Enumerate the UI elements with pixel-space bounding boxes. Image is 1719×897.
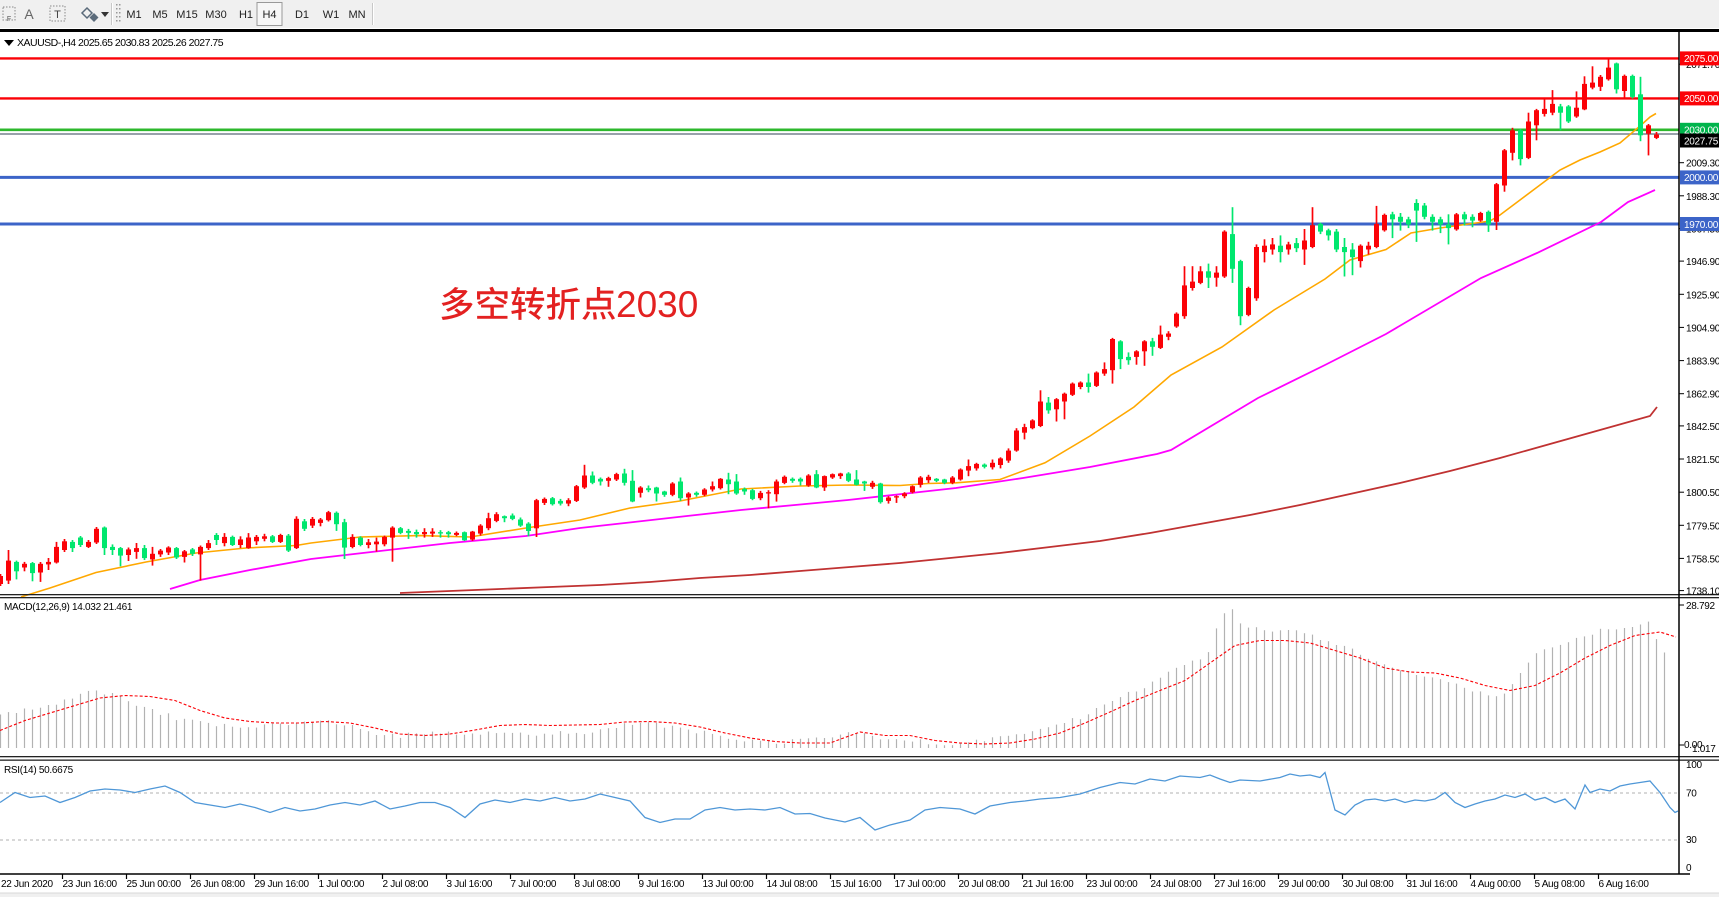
svg-text:2009.30: 2009.30 bbox=[1686, 159, 1719, 170]
svg-text:2030.00: 2030.00 bbox=[1684, 126, 1719, 137]
svg-text:3 Jul 16:00: 3 Jul 16:00 bbox=[447, 879, 493, 890]
svg-text:1 Jul 00:00: 1 Jul 00:00 bbox=[319, 879, 365, 890]
svg-text:0: 0 bbox=[1686, 863, 1692, 874]
svg-text:RSI(14) 50.6675: RSI(14) 50.6675 bbox=[4, 765, 74, 776]
svg-text:1883.90: 1883.90 bbox=[1686, 357, 1719, 368]
svg-text:2071.70: 2071.70 bbox=[1686, 60, 1719, 71]
svg-text:26 Jun 08:00: 26 Jun 08:00 bbox=[191, 879, 246, 890]
svg-text:30 Jul 08:00: 30 Jul 08:00 bbox=[1343, 879, 1395, 890]
svg-text:1758.50: 1758.50 bbox=[1686, 554, 1719, 565]
svg-text:7 Jul 00:00: 7 Jul 00:00 bbox=[511, 879, 557, 890]
svg-text:2030: 2030 bbox=[616, 284, 698, 325]
svg-text:2075.00: 2075.00 bbox=[1684, 54, 1719, 65]
svg-text:MN: MN bbox=[348, 9, 365, 21]
svg-text:1842.50: 1842.50 bbox=[1686, 422, 1719, 433]
svg-text:T: T bbox=[54, 9, 61, 21]
svg-text:21 Jul 16:00: 21 Jul 16:00 bbox=[1023, 879, 1075, 890]
svg-text:70: 70 bbox=[1686, 789, 1697, 800]
svg-text:1862.90: 1862.90 bbox=[1686, 390, 1719, 401]
svg-text:1.017: 1.017 bbox=[1692, 744, 1716, 755]
svg-text:F: F bbox=[7, 16, 11, 23]
svg-text:1970.00: 1970.00 bbox=[1684, 220, 1719, 231]
svg-text:6 Aug 16:00: 6 Aug 16:00 bbox=[1599, 879, 1650, 890]
svg-text:8 Jul 08:00: 8 Jul 08:00 bbox=[575, 879, 621, 890]
svg-text:M5: M5 bbox=[152, 9, 167, 21]
svg-text:20 Jul 08:00: 20 Jul 08:00 bbox=[959, 879, 1011, 890]
svg-text:W1: W1 bbox=[323, 9, 340, 21]
svg-text:M15: M15 bbox=[176, 9, 197, 21]
svg-text:1946.90: 1946.90 bbox=[1686, 257, 1719, 268]
svg-text:31 Jul 16:00: 31 Jul 16:00 bbox=[1407, 879, 1459, 890]
svg-text:1738.10: 1738.10 bbox=[1686, 587, 1719, 598]
svg-text:14 Jul 08:00: 14 Jul 08:00 bbox=[767, 879, 819, 890]
svg-text:23 Jul 00:00: 23 Jul 00:00 bbox=[1087, 879, 1139, 890]
svg-text:1925.90: 1925.90 bbox=[1686, 290, 1719, 301]
svg-text:28.792: 28.792 bbox=[1686, 601, 1716, 612]
svg-text:XAUUSD-,H4 2025.65 2030.83 20: XAUUSD-,H4 2025.65 2030.83 2025.26 2027.… bbox=[17, 37, 224, 49]
svg-text:1988.30: 1988.30 bbox=[1686, 192, 1719, 203]
svg-text:22 Jun 2020: 22 Jun 2020 bbox=[1, 879, 53, 890]
svg-text:0.00: 0.00 bbox=[1684, 740, 1703, 751]
svg-text:1800.50: 1800.50 bbox=[1686, 488, 1719, 499]
svg-text:H1: H1 bbox=[239, 9, 253, 21]
svg-text:H4: H4 bbox=[262, 9, 276, 21]
svg-text:27 Jul 16:00: 27 Jul 16:00 bbox=[1215, 879, 1267, 890]
svg-text:2027.75: 2027.75 bbox=[1684, 136, 1719, 147]
svg-text:13 Jul 00:00: 13 Jul 00:00 bbox=[703, 879, 755, 890]
svg-text:4 Aug 00:00: 4 Aug 00:00 bbox=[1471, 879, 1522, 890]
svg-text:25 Jun 00:00: 25 Jun 00:00 bbox=[127, 879, 182, 890]
svg-text:M30: M30 bbox=[205, 9, 226, 21]
svg-text:MACD(12,26,9) 14.032 21.461: MACD(12,26,9) 14.032 21.461 bbox=[4, 602, 133, 613]
svg-text:D1: D1 bbox=[295, 9, 309, 21]
svg-text:29 Jun 16:00: 29 Jun 16:00 bbox=[255, 879, 310, 890]
svg-text:100: 100 bbox=[1686, 760, 1703, 771]
svg-text:A: A bbox=[24, 6, 34, 22]
svg-text:1821.50: 1821.50 bbox=[1686, 455, 1719, 466]
svg-text:1904.90: 1904.90 bbox=[1686, 323, 1719, 334]
svg-text:30: 30 bbox=[1686, 835, 1697, 846]
svg-text:2000.00: 2000.00 bbox=[1684, 173, 1719, 184]
svg-text:2050.00: 2050.00 bbox=[1684, 94, 1719, 105]
svg-text:29 Jul 00:00: 29 Jul 00:00 bbox=[1279, 879, 1331, 890]
svg-text:23 Jun 16:00: 23 Jun 16:00 bbox=[63, 879, 118, 890]
svg-text:17 Jul 00:00: 17 Jul 00:00 bbox=[895, 879, 947, 890]
svg-text:5 Aug 08:00: 5 Aug 08:00 bbox=[1535, 879, 1586, 890]
svg-text:15 Jul 16:00: 15 Jul 16:00 bbox=[831, 879, 883, 890]
svg-text:9 Jul 16:00: 9 Jul 16:00 bbox=[639, 879, 685, 890]
svg-text:24 Jul 08:00: 24 Jul 08:00 bbox=[1151, 879, 1203, 890]
svg-text:M1: M1 bbox=[126, 9, 141, 21]
svg-text:1779.50: 1779.50 bbox=[1686, 521, 1719, 532]
svg-text:2 Jul 08:00: 2 Jul 08:00 bbox=[383, 879, 429, 890]
